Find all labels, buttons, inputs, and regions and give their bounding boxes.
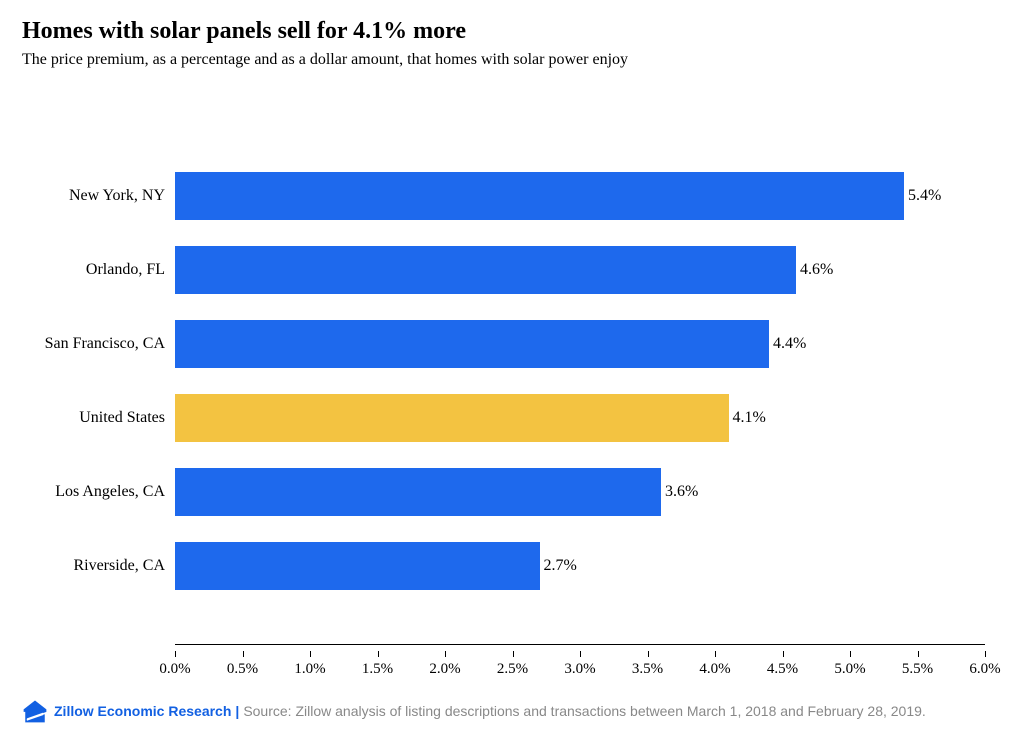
x-tick-label: 5.0% — [834, 661, 865, 678]
bar-row: Riverside, CA2.7% — [175, 542, 985, 590]
category-label: New York, NY — [20, 187, 175, 205]
x-tick-mark — [175, 651, 176, 657]
footer-brand: Zillow Economic Research — [54, 703, 231, 719]
x-tick-mark — [985, 651, 986, 657]
x-tick-label: 6.0% — [969, 661, 1000, 678]
bar-row: Orlando, FL4.6% — [175, 246, 985, 294]
value-label: 4.1% — [729, 409, 766, 427]
x-tick-mark — [445, 651, 446, 657]
bar — [175, 394, 729, 442]
x-tick-label: 4.5% — [767, 661, 798, 678]
category-label: Los Angeles, CA — [20, 483, 175, 501]
x-tick-label: 3.0% — [564, 661, 595, 678]
category-label: Riverside, CA — [20, 557, 175, 575]
bar — [175, 246, 796, 294]
x-tick-mark — [648, 651, 649, 657]
x-tick-label: 4.0% — [699, 661, 730, 678]
x-tick-label: 3.5% — [632, 661, 663, 678]
bar-row: New York, NY5.4% — [175, 172, 985, 220]
footer-source: Source: Zillow analysis of listing descr… — [243, 703, 926, 719]
x-tick-label: 2.0% — [429, 661, 460, 678]
chart-footer: Zillow Economic Research | Source: Zillo… — [22, 698, 926, 724]
value-label: 4.4% — [769, 335, 806, 353]
category-label: United States — [20, 409, 175, 427]
x-tick-mark — [243, 651, 244, 657]
x-tick-mark — [715, 651, 716, 657]
bar — [175, 320, 769, 368]
x-tick-label: 0.0% — [159, 661, 190, 678]
bar-row: Los Angeles, CA3.6% — [175, 468, 985, 516]
x-tick-mark — [918, 651, 919, 657]
x-tick-mark — [580, 651, 581, 657]
zillow-logo-icon — [22, 698, 48, 724]
x-tick-label: 5.5% — [902, 661, 933, 678]
x-tick-label: 1.0% — [294, 661, 325, 678]
chart-container: Homes with solar panels sell for 4.1% mo… — [0, 0, 1024, 752]
bar — [175, 468, 661, 516]
value-label: 5.4% — [904, 187, 941, 205]
chart-title: Homes with solar panels sell for 4.1% mo… — [22, 18, 1002, 45]
x-tick-label: 0.5% — [227, 661, 258, 678]
value-label: 2.7% — [540, 557, 577, 575]
x-tick-mark — [850, 651, 851, 657]
bar-row: United States4.1% — [175, 394, 985, 442]
x-tick-mark — [783, 651, 784, 657]
chart-plot-area: New York, NY5.4% Orlando, FL4.6% San Franc… — [175, 160, 985, 645]
chart-subtitle: The price premium, as a percentage and a… — [22, 51, 1002, 69]
category-label: San Francisco, CA — [20, 335, 175, 353]
x-axis-line — [175, 644, 985, 645]
bar-plot: New York, NY5.4% Orlando, FL4.6% San Franc… — [175, 160, 985, 645]
bar-row: San Francisco, CA4.4% — [175, 320, 985, 368]
bar — [175, 172, 904, 220]
bar — [175, 542, 540, 590]
value-label: 3.6% — [661, 483, 698, 501]
x-tick-label: 1.5% — [362, 661, 393, 678]
x-tick-mark — [378, 651, 379, 657]
value-label: 4.6% — [796, 261, 833, 279]
category-label: Orlando, FL — [20, 261, 175, 279]
x-tick-label: 2.5% — [497, 661, 528, 678]
x-tick-mark — [513, 651, 514, 657]
footer-separator: | — [231, 703, 243, 719]
x-tick-mark — [310, 651, 311, 657]
